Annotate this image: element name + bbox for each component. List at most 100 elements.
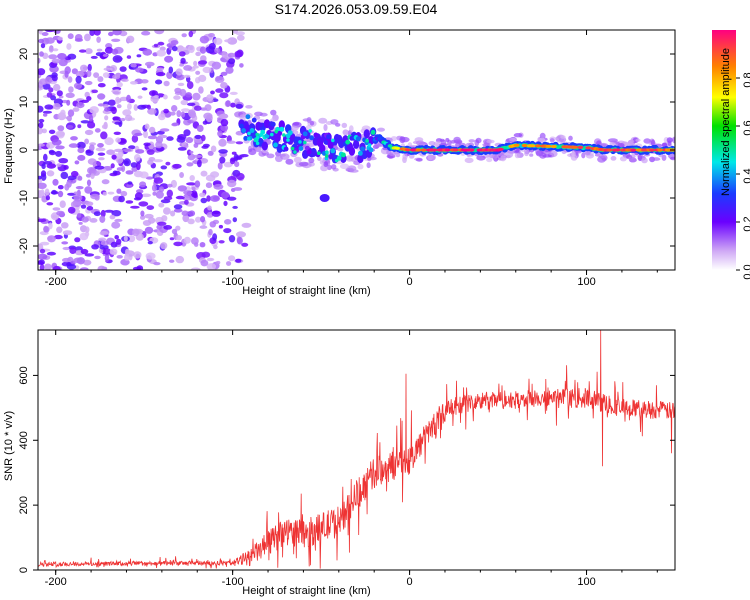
noise-speckle: [40, 43, 46, 49]
noise-speckle: [81, 216, 89, 223]
snr-y-tick-label: 0: [18, 567, 30, 573]
noise-speckle: [73, 257, 83, 264]
figure-title: S174.2026.053.09.59.E04: [275, 1, 438, 17]
noise-speckle: [109, 172, 118, 177]
noise-speckle: [84, 138, 89, 145]
noise-speckle: [41, 163, 46, 170]
noise-speckle: [229, 157, 236, 165]
signal-core: [497, 147, 504, 151]
noise-speckle: [73, 194, 83, 202]
noise-speckle: [197, 159, 202, 168]
halo-speckle: [574, 150, 582, 154]
noise-speckle: [171, 228, 178, 235]
noise-speckle: [218, 149, 228, 154]
signal-speck: [255, 141, 260, 146]
noise-speckle: [154, 30, 165, 35]
halo-speckle: [245, 105, 253, 109]
noise-speckle: [48, 150, 57, 156]
noise-speckle: [228, 255, 236, 262]
noise-speckle: [183, 65, 193, 71]
noise-speckle: [207, 205, 212, 211]
noise-speckle: [38, 253, 48, 260]
noise-speckle: [156, 49, 166, 57]
noise-speckle: [38, 81, 43, 89]
noise-speckle: [130, 63, 137, 68]
noise-speckle: [100, 131, 108, 140]
noise-speckle: [239, 63, 244, 68]
halo-speckle: [584, 151, 591, 156]
noise-speckle: [55, 150, 63, 157]
noise-speckle: [171, 105, 178, 112]
noise-speckle: [126, 55, 132, 59]
signal-mid: [270, 121, 276, 127]
noise-speckle: [156, 72, 166, 77]
noise-speckle: [114, 148, 123, 153]
noise-speckle: [65, 92, 75, 99]
halo-speckle: [672, 136, 675, 144]
noise-speckle: [89, 106, 99, 114]
noise-speckle: [48, 46, 54, 53]
signal-outer: [348, 146, 356, 156]
noise-speckle: [87, 167, 96, 174]
signal-core: [550, 144, 557, 149]
signal-mid: [298, 146, 304, 151]
noise-speckle: [71, 170, 79, 178]
noise-speckle: [147, 159, 154, 165]
halo-speckle: [641, 157, 648, 164]
noise-speckle: [39, 241, 50, 246]
noise-speckle: [60, 109, 66, 117]
noise-speckle: [122, 109, 132, 116]
noise-speckle: [141, 30, 151, 36]
noise-speckle: [99, 215, 106, 223]
signal-speck: [317, 151, 321, 155]
noise-speckle: [99, 231, 109, 236]
halo-speckle: [513, 133, 523, 138]
signal-mid: [304, 145, 310, 151]
noise-speckle: [163, 207, 171, 215]
noise-speckle: [179, 63, 185, 67]
noise-speckle: [116, 254, 123, 259]
signal-speck: [303, 140, 307, 145]
noise-speckle: [186, 162, 194, 167]
noise-speckle: [165, 161, 171, 166]
noise-speckle: [186, 149, 192, 156]
noise-speckle: [70, 201, 76, 208]
halo-speckle: [402, 153, 408, 160]
noise-speckle: [206, 263, 216, 270]
spectrogram-y-tick-label: 20: [18, 48, 30, 60]
signal-mid: [330, 148, 336, 154]
noise-speckle: [138, 201, 149, 207]
noise-speckle: [175, 68, 183, 76]
signal-mid: [302, 131, 308, 137]
noise-speckle: [44, 263, 52, 270]
noise-speckle: [180, 57, 186, 64]
noise-speckle: [46, 170, 55, 177]
noise-speckle: [134, 154, 141, 162]
halo-speckle: [337, 147, 344, 152]
noise-speckle: [198, 60, 208, 65]
halo-speckle: [610, 156, 617, 161]
noise-speckle: [101, 124, 108, 129]
noise-speckle: [189, 111, 197, 119]
signal-core: [534, 144, 541, 148]
halo-speckle: [254, 111, 263, 117]
noise-speckle: [219, 92, 229, 99]
noise-speckle: [153, 43, 159, 48]
halo-speckle: [309, 121, 315, 126]
snr-axes: -200 -100 0 100 0 200 400 600: [18, 330, 675, 588]
noise-speckle: [76, 102, 85, 109]
noise-speckle: [39, 51, 44, 57]
noise-speckle: [135, 67, 144, 73]
noise-speckle: [66, 43, 72, 50]
noise-speckle: [131, 134, 139, 143]
noise-speckle: [67, 206, 76, 214]
snr-panel: -200 -100 0 100 0 200 400 600 Height of straigh…: [3, 329, 676, 597]
noise-speckle: [170, 40, 179, 45]
noise-speckle: [67, 76, 73, 83]
noise-speckle: [98, 157, 105, 161]
noise-speckle: [239, 154, 249, 158]
snr-frame: [37, 329, 676, 571]
halo-speckle: [503, 151, 514, 159]
noise-speckle: [192, 92, 201, 101]
noise-speckle: [175, 195, 185, 200]
